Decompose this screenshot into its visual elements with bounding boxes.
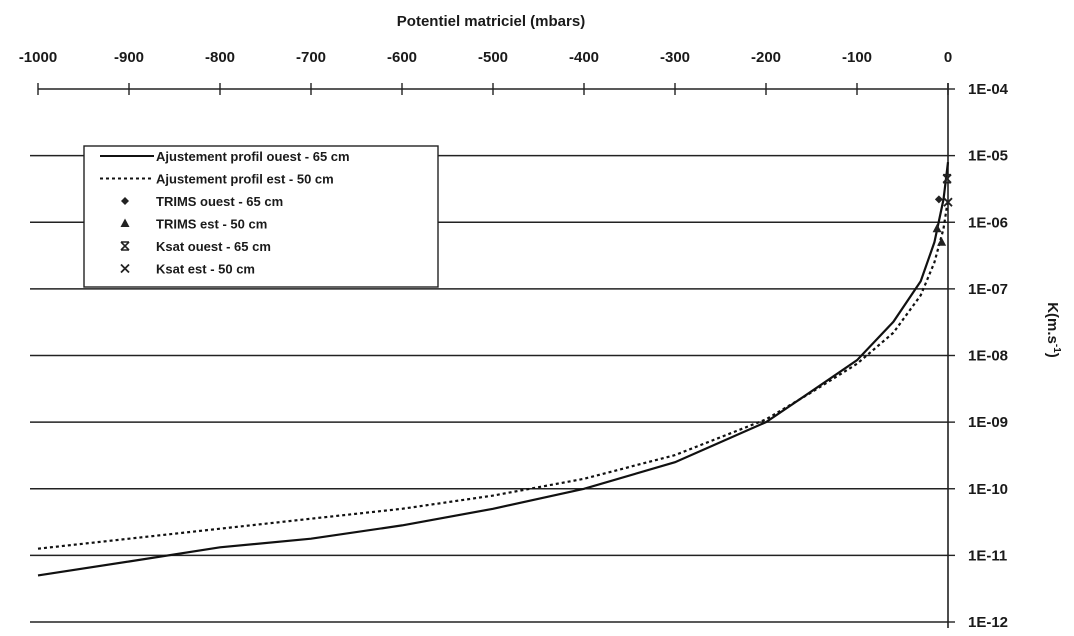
x-tick-label: -800 <box>205 49 235 66</box>
y-tick-label: 1E-04 <box>968 81 1009 98</box>
legend-box <box>83 145 439 288</box>
legend-swatch-4-glyph <box>120 241 130 251</box>
y-axis-title-tail: ) <box>1044 353 1061 358</box>
x-tick-label: -300 <box>660 49 690 66</box>
x-tick-label: -400 <box>569 49 599 66</box>
x-tick-label: -100 <box>842 49 872 66</box>
y-tick-label: 1E-06 <box>968 214 1008 231</box>
y-tick-label: 1E-12 <box>968 614 1008 631</box>
y-tick-label: 1E-10 <box>968 481 1008 498</box>
x-tick-labels: -1000 -900 -800 -700 -600 -500 -400 -300 -200 -10… <box>19 49 952 66</box>
y-tick-label: 1E-09 <box>968 414 1008 431</box>
x-tick-label: 0 <box>944 49 952 66</box>
axes <box>37 83 955 628</box>
x-tick-label: -700 <box>296 49 326 66</box>
legend-label-1: Ajustement profil est - 50 cm <box>156 172 334 187</box>
legend-label-2: TRIMS ouest - 65 cm <box>156 194 283 209</box>
y-tick-label: 1E-07 <box>968 281 1008 298</box>
data-series <box>37 161 953 577</box>
x-tick-label: -600 <box>387 49 417 66</box>
legend-label-3: TRIMS est - 50 cm <box>156 217 267 232</box>
series-line-0 <box>37 161 950 577</box>
y-axis-title: K(m.s-1) <box>1044 302 1062 358</box>
legend-label-0: Ajustement profil ouest - 65 cm <box>156 149 350 164</box>
legend-label-5: Ksat est - 50 cm <box>156 262 255 277</box>
legend-swatch-5 <box>120 263 130 274</box>
legend: Ajustement profil ouest - 65 cm Ajustemen… <box>83 145 439 288</box>
x-tick-label: -500 <box>478 49 508 66</box>
y-tick-label: 1E-11 <box>968 547 1007 564</box>
legend-swatch-2 <box>121 197 129 205</box>
y-axis-title-sup: -1 <box>1051 344 1062 353</box>
series-line-1 <box>37 199 950 550</box>
y-tick-labels: 1E-04 1E-05 1E-06 1E-07 1E-08 1E-09 1E-10 1E-11… <box>968 81 1009 631</box>
legend-swatch-4 <box>120 241 130 251</box>
x-tick-label: -200 <box>751 49 781 66</box>
x-tick-label: -900 <box>114 49 144 66</box>
series-marker-4 <box>942 173 952 184</box>
series-marker-3 <box>937 237 947 246</box>
series-marker-3 <box>932 223 942 233</box>
legend-swatch-3 <box>120 218 130 227</box>
x-tick-label: -1000 <box>19 49 57 66</box>
y-axis-title-base: K(m.s <box>1044 302 1061 344</box>
series-marker-5 <box>943 197 953 207</box>
legend-items: Ajustement profil ouest - 65 cm Ajustemen… <box>100 149 350 277</box>
y-tick-label: 1E-05 <box>968 148 1008 165</box>
series-marker-4-glyph <box>942 173 952 184</box>
series-marker-2 <box>934 195 943 204</box>
x-axis-title: Potentiel matriciel (mbars) <box>397 13 585 30</box>
y-tick-label: 1E-08 <box>968 348 1008 365</box>
legend-label-4: Ksat ouest - 65 cm <box>156 239 271 254</box>
